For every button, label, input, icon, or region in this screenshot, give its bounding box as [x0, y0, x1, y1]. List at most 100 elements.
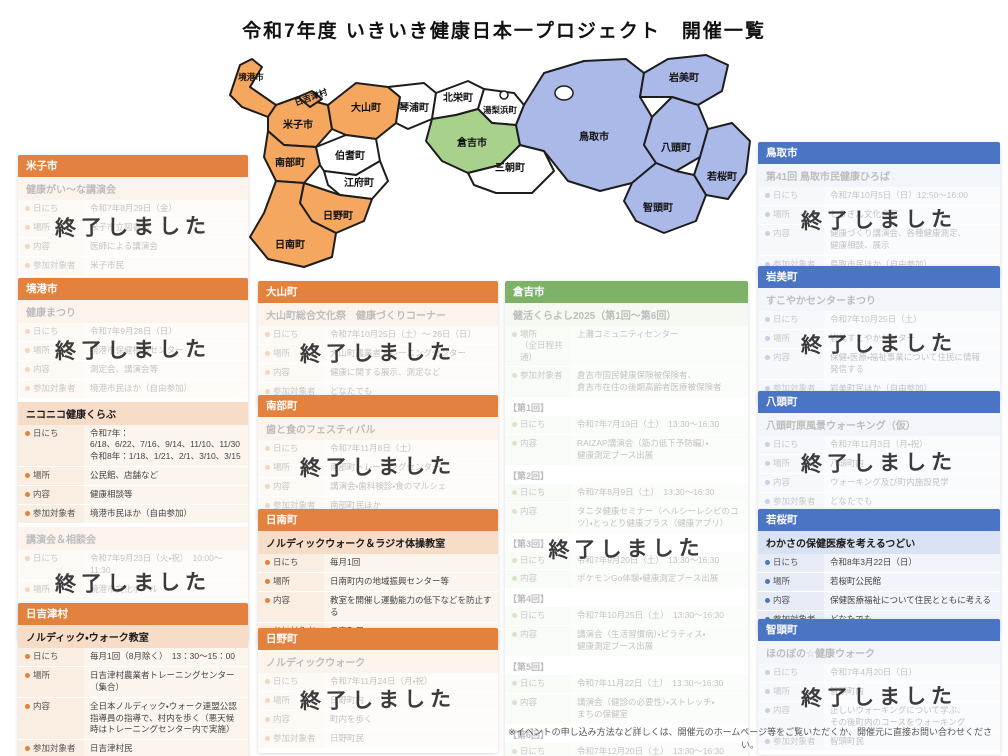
bullet-icon — [265, 502, 270, 508]
session-subhead: 【第1回】 — [505, 398, 748, 417]
row-label: 日にち — [505, 742, 571, 756]
info-row: 日にち 令和7年： 6/18、6/22、7/16、9/14、11/10、11/30… — [18, 424, 248, 468]
row-value: 倉吉市国民健康保険被保険者、 倉吉市在住の後期高齢者医療被保険者 — [571, 367, 748, 398]
map-region-kofu — [323, 160, 389, 200]
row-label: 内容 — [505, 502, 571, 533]
info-row: 内容 タニタ健康セミナー（ヘルシーレシピのコツ）・とっとり健康プラス（健康アプリ） — [505, 502, 748, 534]
row-value: 教室を開催し運動能力の低下などを防止する — [324, 591, 498, 622]
map-label: 大山町 — [351, 101, 381, 114]
info-row: 日にち 令和7年4月20日（日） — [758, 664, 1000, 683]
bullet-icon — [25, 654, 30, 659]
row-label: 日にち — [505, 416, 571, 435]
row-label: 内容 — [18, 360, 84, 379]
map-label: 琴浦町 — [398, 101, 429, 114]
row-value: 医師による講演会 — [84, 237, 248, 256]
row-label: 日にち — [758, 187, 824, 205]
row-label: 参加対象者 — [758, 732, 824, 751]
bullet-icon — [512, 680, 517, 686]
map-label: 米子市 — [283, 118, 313, 131]
info-row: 日にち 令和7年10月5日（日）12:50～16:00 — [758, 187, 1000, 206]
row-value: 講演会・歯科検診・食のマルシェ — [324, 477, 498, 496]
info-row: 日にち 令和7年11月3日（月・祝） — [758, 436, 1000, 455]
card-header-yonago: 米子市 — [18, 155, 248, 177]
row-label: 場所 — [18, 666, 84, 697]
info-row: 日にち 令和7年9月20日（土） 13:30～16:30 — [505, 551, 748, 571]
bullet-icon — [765, 261, 770, 267]
row-label: 場所 — [258, 458, 324, 477]
lake-koyama — [554, 85, 574, 101]
card-header-hiezu: 日吉津村 — [18, 603, 248, 625]
map-label: 日南町 — [275, 238, 305, 251]
row-label: 場所 （全日程共通） — [505, 326, 571, 367]
row-value: 令和7年9月23日（火・祝） 10:00～11:30 — [84, 549, 248, 580]
row-label: 日にち — [758, 436, 824, 454]
row-value: 令和7年11月24日（月・祝） — [324, 673, 498, 691]
row-label: 場所 — [258, 344, 324, 363]
row-label: 日にち — [18, 648, 84, 666]
bullet-icon — [25, 243, 30, 249]
info-row: 参加対象者 米子市民 — [18, 256, 248, 276]
bullet-icon — [265, 560, 270, 565]
row-value: 保健・医療・福祉事業について住民に情報 発信する — [824, 348, 1000, 379]
event-rows: 日にち 令和7年4月20日（日） 場所 智頭町内 内容 正しいウォーキングについて学ぶ、 … — [758, 664, 1000, 752]
row-value: 令和7年9月20日（土） 13:30～16:30 — [571, 551, 748, 570]
row-value: 令和7年8月9日（土） 13:30～16:30 — [571, 483, 748, 502]
bullet-icon — [765, 385, 770, 391]
card-sakaiminato: 境港市 健康まつり 日にち 令和7年9月28日（日） 場所 境港市保健相談センター 内容 測定… — [18, 278, 248, 642]
bullet-icon — [265, 388, 270, 394]
card-kurayoshi: 倉吉市 健活くらよし2025（第1回～第6回） 場所 （全日程共通） 上灘コミュニティ… — [505, 281, 748, 756]
info-row: 参加対象者 日吉津村民 — [18, 740, 248, 756]
map-label: 湯梨浜町 — [483, 105, 518, 115]
row-value: 令和7年10月25日（土）～ 26日（日） — [324, 326, 498, 344]
row-value: 全日本ノルディック・ウォーク連盟公認指導員の指導で、村内を歩く（悪天候時はトレー… — [84, 697, 248, 740]
info-row: 場所 大山町農業者トレーニングセンター — [258, 344, 498, 364]
bullet-icon — [765, 479, 770, 485]
event-title: 大山町総合文化祭 健康づくりコーナー — [258, 303, 498, 326]
bullet-icon — [765, 230, 770, 236]
info-row: 内容 健康に関する展示、測定など — [258, 363, 498, 383]
card-header-iwami: 岩美町 — [758, 266, 1000, 288]
info-row: 日にち 令和8年3月22日（日） — [758, 554, 1000, 573]
event-section: わかさの保健医療を考えるつどい 日にち 令和8年3月22日（日） 場所 若桜町公民館 内容… — [758, 531, 1000, 630]
event-section: ほのぼの☆健康ウォーク 日にち 令和7年4月20日（日） 場所 智頭町内 内容 正しいウォー… — [758, 641, 1000, 752]
row-value: 令和8年3月22日（日） — [824, 554, 1000, 572]
session-subhead: 【第2回】 — [505, 465, 748, 484]
bullet-icon — [765, 707, 770, 713]
row-value: 令和7年9月28日（日） — [84, 323, 248, 341]
event-title: 第41回 鳥取市民健康ひろば — [758, 164, 1000, 187]
info-row: 参加対象者 倉吉市国民健康保険被保険者、 倉吉市在住の後期高齢者医療被保険者 — [505, 367, 748, 399]
map-label: 境港市 — [238, 72, 264, 82]
event-rows: 日にち 令和7年11月24日（月・祝） 場所 日野町内 内容 町内を歩く 参加対象者 日野町民 — [258, 673, 498, 749]
row-label: 場所 — [18, 580, 84, 599]
row-value: 毎月1回（8月除く） 13：30～15：00 — [84, 648, 248, 666]
map-region-sakaiminato — [229, 58, 277, 118]
info-row: 場所 南部町トレーニングセンター — [258, 458, 498, 478]
card-wakasa: 若桜町 わかさの保健医療を考えるつどい 日にち 令和8年3月22日（日） 場所 若桜町公民… — [758, 509, 1000, 634]
event-title: 健康まつり — [18, 300, 248, 323]
bullet-icon — [765, 670, 770, 675]
row-label: 内容 — [18, 697, 84, 740]
row-value: 日南町内の地域振興センター等 — [324, 572, 498, 591]
bullet-icon — [25, 511, 30, 517]
bullet-icon — [512, 373, 517, 379]
card-hino: 日野町 ノルディックウォーク 日にち 令和7年11月24日（月・祝） 場所 日野町内 内容町… — [258, 628, 498, 753]
row-value: 令和7年4月20日（日） — [824, 664, 1000, 682]
map-label: 北栄町 — [443, 91, 473, 104]
row-label: 内容 — [758, 591, 824, 610]
row-label: 場所 — [758, 454, 824, 473]
event-section: ニコニコ健康くらぶ 日にち 令和7年： 6/18、6/22、7/16、9/14、11… — [18, 401, 248, 524]
bullet-icon — [25, 430, 30, 436]
row-label: 内容 — [758, 701, 824, 732]
card-header-kurayoshi: 倉吉市 — [505, 281, 748, 303]
row-value: 日吉津村農業者トレーニングセンター （集合） — [84, 666, 248, 697]
event-section: 健康まつり 日にち 令和7年9月28日（日） 場所 境港市保健相談センター 内容 測定会、講… — [18, 300, 248, 399]
bullet-icon — [765, 578, 770, 584]
info-row: 日にち 令和7年11月8日（土） — [258, 440, 498, 459]
bullet-icon — [265, 464, 270, 470]
map-label: 智頭町 — [643, 201, 673, 214]
row-label: 場所 — [758, 682, 824, 701]
info-row: 場所 岩美すこやかセンター — [758, 329, 1000, 349]
event-title: 健活くらよし2025（第1回～第6回） — [505, 303, 748, 326]
info-row: 場所 （全日程共通） 上灘コミュニティセンター — [505, 326, 748, 368]
row-label: 内容 — [758, 224, 824, 255]
